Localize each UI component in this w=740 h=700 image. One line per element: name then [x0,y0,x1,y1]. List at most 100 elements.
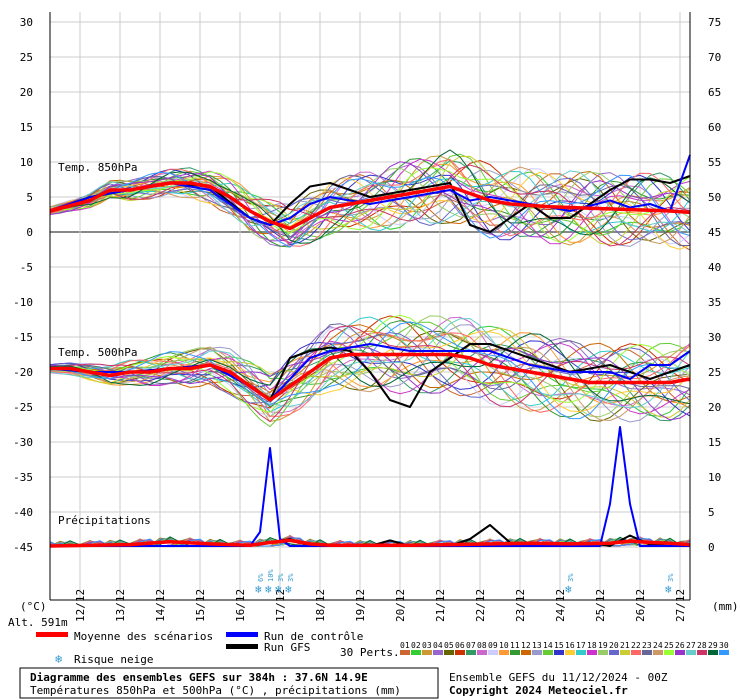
y-tick-right: 5 [708,506,715,519]
member-legend-label: 07 [466,641,476,650]
member-legend-label: 02 [411,641,421,650]
snowflake-icon: ❄ [665,583,672,596]
member-line-500 [49,346,691,421]
member-legend-label: 01 [400,641,410,650]
y-tick-left: -40 [13,506,33,519]
x-tick-label: 22/12 [474,589,487,622]
y-tick-left: 15 [20,121,33,134]
y-tick-left: -10 [13,296,33,309]
member-legend-label: 26 [675,641,685,650]
x-tick-label: 12/12 [74,589,87,622]
member-legend-label: 21 [620,641,630,650]
member-legend-swatch [455,650,465,655]
y-tick-right: 30 [708,331,721,344]
member-legend-swatch [532,650,542,655]
left-axis-unit: (°C) [20,600,47,613]
member-legend-swatch [697,650,707,655]
legend-gfs-label: Run GFS [264,641,310,654]
y-tick-left: 5 [26,191,33,204]
member-line-500 [49,320,691,418]
control-line-t850 [49,154,691,226]
member-line-850 [49,170,691,234]
legend-snow-label: Risque neige [74,653,153,666]
x-tick-label: 13/12 [114,589,127,622]
member-legend-swatch [653,650,663,655]
member-legend-label: 04 [433,641,443,650]
y-tick-right: 70 [708,51,721,64]
x-tick-label: 15/12 [194,589,207,622]
y-tick-left: -30 [13,436,33,449]
member-legend-swatch [609,650,619,655]
y-tick-right: 75 [708,16,721,29]
y-tick-right: 25 [708,366,721,379]
y-tick-left: -35 [13,471,33,484]
member-legend-label: 06 [455,641,465,650]
member-legend-label: 27 [686,641,696,650]
member-legend-swatch [719,650,729,655]
member-legend-swatch [466,650,476,655]
member-legend-swatch [620,650,630,655]
member-legend-label: 23 [642,641,652,650]
member-legend-label: 13 [532,641,542,650]
member-legend-label: 25 [664,641,674,650]
member-line-500 [49,332,691,417]
section-label-t850: Temp. 850hPa [58,161,137,174]
member-legend-swatch [499,650,509,655]
footer-subtitle: Températures 850hPa et 500hPa (°C) , pré… [30,684,401,697]
y-tick-right: 45 [708,226,721,239]
member-legend-label: 19 [598,641,608,650]
member-legend: 01 02 03 04 05 06 07 08 09 10 11 12 13 14 15 16 17 18 19 20… [400,641,729,655]
member-legend-label: 09 [488,641,498,650]
member-legend-swatch [422,650,432,655]
member-legend-label: 24 [653,641,663,650]
member-legend-swatch [631,650,641,655]
snowflake-icon: ❄ [565,583,572,596]
member-legend-swatch [664,650,674,655]
snow-percent: 6% [257,573,265,582]
member-legend-label: 05 [444,641,454,650]
member-legend-label: 16 [565,641,575,650]
run-info: Ensemble GEFS du 11/12/2024 - 00Z [449,671,668,684]
control-line-precip [50,426,690,547]
member-line-850 [49,171,691,248]
member-legend-label: 22 [631,641,641,650]
y-tick-right: 20 [708,401,721,414]
y-tick-right: 50 [708,191,721,204]
legend-gfs-swatch [226,644,258,649]
x-tick-label: 21/12 [434,589,447,622]
x-tick-label: 27/12 [674,589,687,622]
y-tick-left: -5 [20,261,33,274]
member-legend-label: 18 [587,641,597,650]
member-legend-swatch [686,650,696,655]
y-tick-right: 65 [708,86,721,99]
snow-percent: 10% [267,569,275,582]
member-line-850 [49,166,691,245]
member-legend-label: 15 [554,641,564,650]
member-legend-swatch [543,650,553,655]
member-line-850 [49,155,691,246]
x-tick-label: 19/12 [354,589,367,622]
snow-marks: 6%❄10%❄3%❄3%❄3%❄3%❄ [255,569,675,596]
legend-mean-swatch [36,632,68,637]
snowflake-icon: ❄ [275,583,282,596]
x-tick-label: 25/12 [594,589,607,622]
member-line-850 [49,171,691,250]
y-tick-left: 30 [20,16,33,29]
x-tick-label: 24/12 [554,589,567,622]
footer-title: Diagramme des ensembles GEFS sur 384h : … [30,671,368,684]
y-tick-left: 25 [20,51,33,64]
member-line-850 [49,164,691,247]
snowflake-icon: ❄ [265,583,272,596]
member-legend-swatch [598,650,608,655]
snow-percent: 3% [277,573,285,582]
footer-box [19,667,439,699]
member-legend-swatch [510,650,520,655]
snowflake-icon: ❄ [255,583,262,596]
y-tick-left: -25 [13,401,33,414]
member-legend-swatch [576,650,586,655]
axes [49,12,691,601]
member-legend-label: 14 [543,641,553,650]
member-legend-label: 28 [697,641,707,650]
tick-labels: 302520151050-5-10-15-20-25-30-35-40-4575… [13,16,721,622]
mean-line-precip [49,538,691,548]
